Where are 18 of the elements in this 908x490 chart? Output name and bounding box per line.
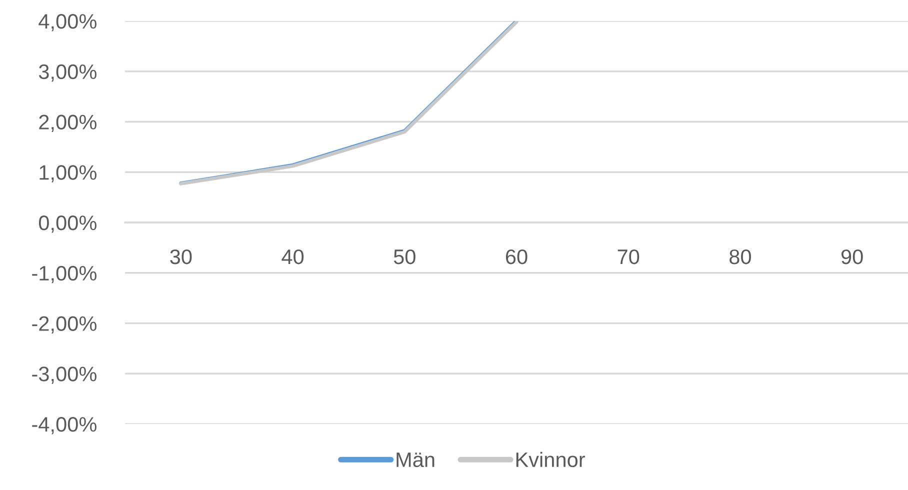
x-tick-label: 90 (841, 249, 863, 264)
x-tick-label: 60 (506, 249, 528, 264)
y-tick-label: 1,00% (40, 165, 96, 182)
x-tick-label: 80 (730, 249, 751, 264)
x-tick-label: 40 (282, 249, 304, 264)
y-tick-label: 2,00% (39, 114, 96, 132)
y-tick-label: -4,00% (32, 417, 96, 434)
y-tick-label: -2,00% (32, 316, 96, 334)
y-tick-label: -1,00% (32, 266, 96, 284)
x-tick-label: 30 (170, 249, 192, 264)
x-tick-label: 50 (394, 249, 416, 264)
legend-label: Män (396, 452, 434, 468)
x-tick-label: 70 (618, 249, 640, 264)
y-tick-label: 4,00% (38, 14, 96, 32)
y-tick-label: -3,00% (32, 366, 96, 384)
y-tick-label: 3,00% (38, 64, 96, 82)
legend-label: Kvinnor (516, 452, 585, 468)
y-tick-label: 0,00% (38, 216, 96, 233)
